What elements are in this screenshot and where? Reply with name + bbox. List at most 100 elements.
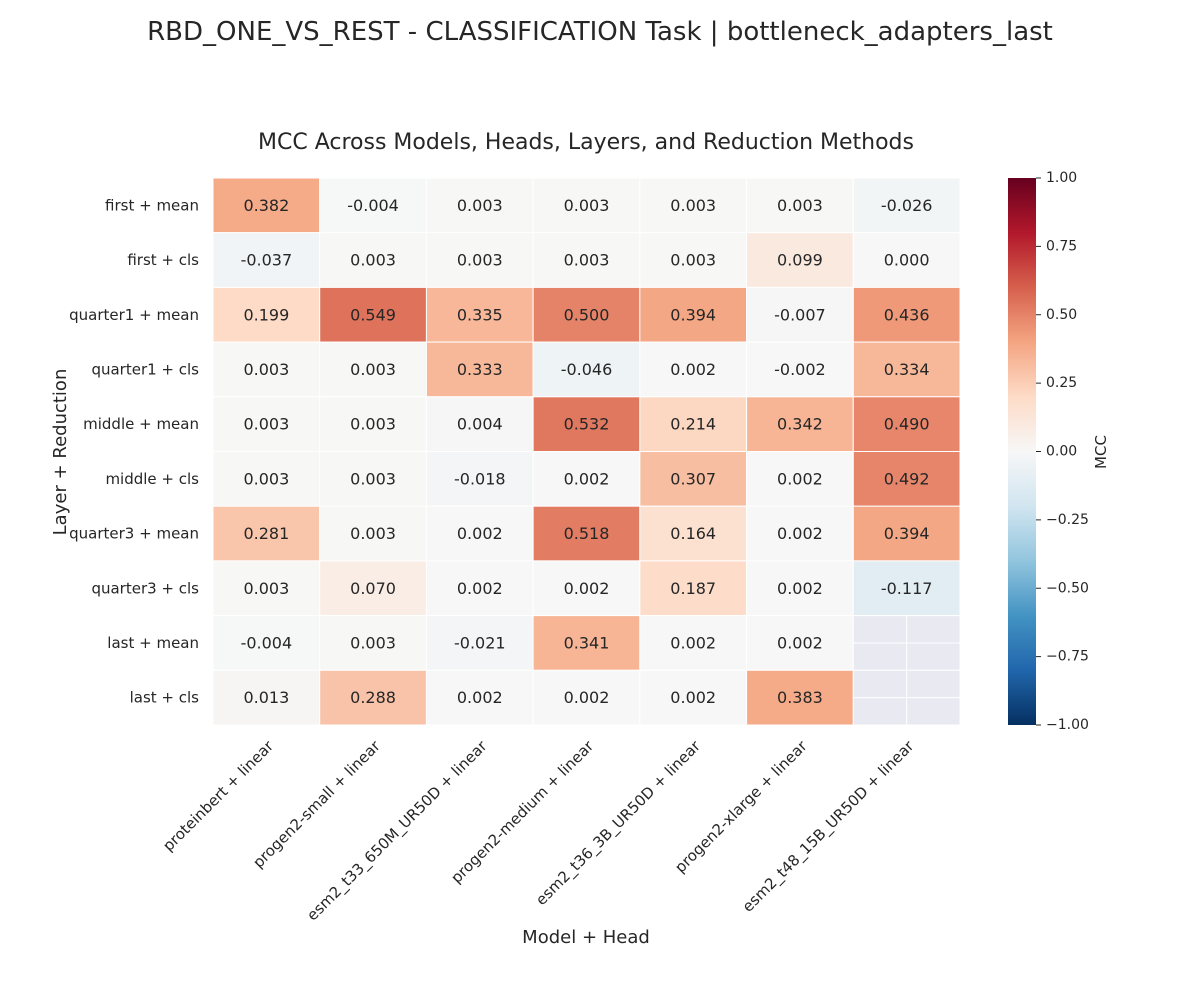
heatmap-cell <box>639 560 748 617</box>
heatmap-cell <box>425 177 534 234</box>
cell-value-label: 0.492 <box>884 469 930 488</box>
heatmap-cell <box>212 396 321 452</box>
y-tick-label: first + cls <box>127 251 199 269</box>
cell-value-label: 0.070 <box>350 579 396 598</box>
y-tick-label: quarter1 + cls <box>91 360 199 378</box>
heatmap-cell <box>319 451 427 507</box>
cell-value-label: -0.007 <box>774 305 826 324</box>
y-axis-label: Layer + Reduction <box>50 369 71 536</box>
heatmap-cell <box>746 669 854 726</box>
heatmap-cell <box>852 560 961 617</box>
heatmap-cells <box>212 177 961 726</box>
y-tick-label: middle + mean <box>83 415 199 433</box>
cell-value-label: 0.002 <box>670 360 716 379</box>
cell-value-label: 0.002 <box>670 633 716 652</box>
x-tick-label: proteinbert + linear <box>159 736 277 854</box>
cell-value-label: 0.288 <box>350 688 396 707</box>
heatmap-cell <box>532 177 641 234</box>
x-tick-label: esm2_t33_650M_UR50D + linear <box>303 736 492 925</box>
heatmap-cell <box>746 505 854 562</box>
cell-value-label: -0.037 <box>241 251 293 270</box>
cell-value-label: 0.341 <box>564 633 610 652</box>
heatmap-cell <box>319 669 427 726</box>
y-tick-label: quarter3 + cls <box>91 579 199 597</box>
cell-value-label: 0.334 <box>884 360 930 379</box>
cell-value-label: 0.003 <box>564 251 610 270</box>
cell-value-label: 0.003 <box>564 196 610 215</box>
x-axis-label: Model + Head <box>522 927 650 948</box>
heatmap-cell <box>532 669 641 726</box>
heatmap-cell <box>639 451 748 507</box>
cell-value-label: 0.002 <box>777 524 823 543</box>
y-tick-label: quarter3 + mean <box>69 525 199 543</box>
heatmap-cell <box>425 669 534 726</box>
colorbar-tick-label: 1.00 <box>1046 170 1077 186</box>
heatmap-cell <box>532 341 641 398</box>
heatmap-cell <box>852 451 961 507</box>
cell-value-label: 0.187 <box>670 579 716 598</box>
cell-value-label: 0.490 <box>884 415 930 434</box>
heatmap-cell <box>532 286 641 343</box>
heatmap-cell <box>639 286 748 343</box>
colorbar: 1.00 0.75 0.50 0.25 0.00 −0.25 −0.50 −0.75 −1.00… <box>1008 170 1110 733</box>
cell-value-label: 0.003 <box>457 251 503 270</box>
heatmap-cell <box>425 286 534 343</box>
cell-value-label: -0.004 <box>241 633 293 652</box>
colorbar-tick-label: −0.25 <box>1046 512 1089 528</box>
cell-value-label: 0.002 <box>564 469 610 488</box>
heatmap-cell <box>746 341 854 398</box>
colorbar-tick-label: 0.75 <box>1046 238 1077 254</box>
cell-value-label: 0.342 <box>777 415 823 434</box>
heatmap-cell <box>212 177 321 234</box>
cell-value-label: 0.383 <box>777 688 823 707</box>
cell-value-label: 0.382 <box>243 196 289 215</box>
chart-title: MCC Across Models, Heads, Layers, and Re… <box>258 130 914 155</box>
cell-value-label: 0.003 <box>350 633 396 652</box>
cell-value-label: 0.003 <box>777 196 823 215</box>
cell-value-label: 0.002 <box>777 469 823 488</box>
cell-value-label: 0.394 <box>884 524 930 543</box>
figure-title: RBD_ONE_VS_REST - CLASSIFICATION Task | … <box>147 17 1053 47</box>
cell-value-label: 0.002 <box>564 579 610 598</box>
colorbar-ticks: 1.00 0.75 0.50 0.25 0.00 −0.25 −0.50 −0.75 −1.00 <box>1036 170 1089 733</box>
heatmap-cell <box>746 177 854 234</box>
cell-value-label: 0.002 <box>777 633 823 652</box>
heatmap-cell <box>319 286 427 343</box>
cell-value-label: 0.549 <box>350 305 396 324</box>
cell-value-label: 0.002 <box>564 688 610 707</box>
heatmap-cell <box>319 560 427 617</box>
y-tick-label: last + mean <box>107 634 199 652</box>
cell-value-label: -0.002 <box>774 360 826 379</box>
cell-value-label: 0.003 <box>350 251 396 270</box>
cell-value-label: 0.003 <box>350 469 396 488</box>
heatmap-cell <box>639 177 748 234</box>
heatmap-cell <box>532 505 641 562</box>
cell-value-label: 0.532 <box>564 415 610 434</box>
cell-value-label: 0.003 <box>670 251 716 270</box>
cell-value-label: 0.436 <box>884 305 930 324</box>
y-tick-label: first + mean <box>105 196 199 214</box>
cell-value-label: -0.021 <box>454 633 506 652</box>
heatmap-cell <box>319 177 427 234</box>
cell-value-label: 0.003 <box>243 360 289 379</box>
cell-value-label: 0.281 <box>243 524 289 543</box>
heatmap-cell <box>746 286 854 343</box>
heatmap-cell <box>212 232 321 288</box>
heatmap-cell <box>852 396 961 452</box>
colorbar-tick-label: −0.50 <box>1046 580 1089 596</box>
heatmap-cell <box>852 232 961 288</box>
cell-value-label: -0.004 <box>347 196 399 215</box>
cell-value-label: 0.518 <box>564 524 610 543</box>
cell-value-label: 0.003 <box>243 469 289 488</box>
heatmap-cell <box>212 560 321 617</box>
cell-value-label: 0.000 <box>884 251 930 270</box>
cell-value-label: 0.002 <box>457 688 503 707</box>
heatmap-cell <box>852 341 961 398</box>
heatmap-cell <box>852 505 961 562</box>
heatmap-cell <box>425 505 534 562</box>
cell-value-label: 0.003 <box>350 360 396 379</box>
cell-value-label: 0.214 <box>670 415 716 434</box>
